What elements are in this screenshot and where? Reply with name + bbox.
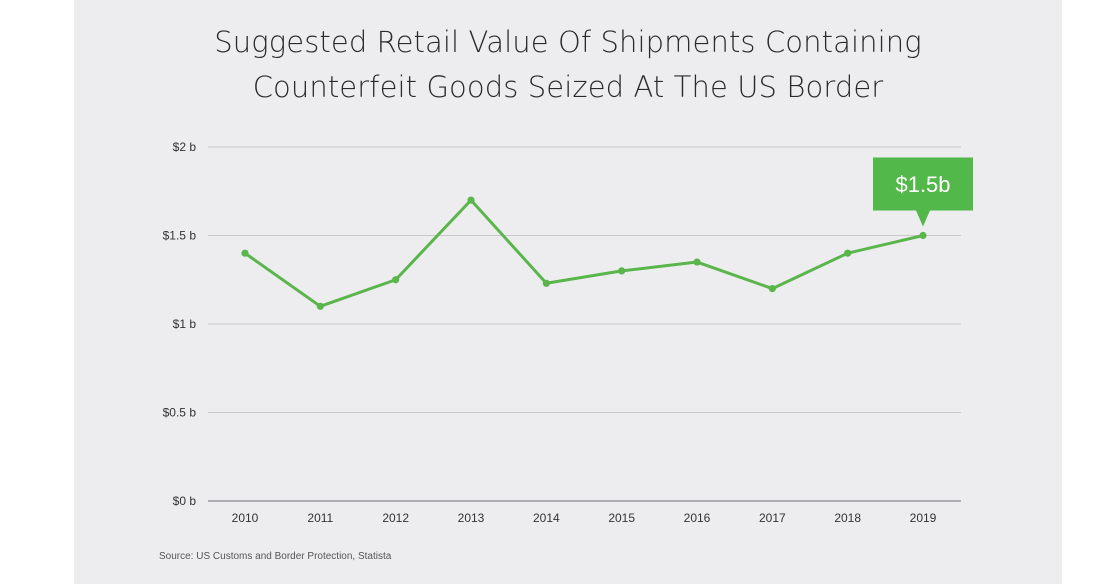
y-tick-label: $0.5 b (163, 406, 197, 420)
x-tick-label: 2010 (232, 511, 259, 525)
x-tick-label: 2016 (684, 511, 711, 525)
callout-box (873, 157, 973, 211)
data-point (844, 249, 852, 257)
y-tick-label: $1.5 b (163, 229, 197, 243)
x-tick-label: 2012 (382, 511, 409, 525)
chart-card (74, 0, 1062, 584)
source-note: Source: US Customs and Border Protection… (159, 551, 392, 562)
data-point (542, 279, 550, 287)
callout-label: $1.5b (895, 172, 950, 197)
data-point (316, 302, 324, 310)
data-point (467, 196, 475, 204)
data-point (693, 258, 701, 266)
data-point (618, 267, 626, 275)
x-tick-label: 2019 (910, 511, 937, 525)
x-tick-label: 2015 (608, 511, 635, 525)
chart-title-line-2: Counterfeit Goods Seized At The US Borde… (252, 70, 884, 104)
y-tick-label: $1 b (173, 317, 197, 331)
series-line (243, 198, 925, 308)
chart-title: Suggested Retail Value Of Shipments Cont… (74, 20, 1062, 110)
x-tick-label: 2011 (307, 511, 333, 525)
y-tick-label: $2 b (173, 140, 197, 154)
x-tick-label: 2018 (834, 511, 861, 525)
data-point (768, 285, 776, 293)
y-tick-label: $0 b (173, 494, 197, 508)
x-tick-label: 2013 (458, 511, 485, 525)
data-point (392, 276, 400, 284)
x-tick-label: 2014 (533, 511, 560, 525)
data-point (919, 231, 927, 240)
chart-title-line-1: Suggested Retail Value Of Shipments Cont… (214, 25, 922, 59)
callout-pointer (916, 210, 930, 227)
x-tick-label: 2017 (759, 511, 786, 525)
data-point (241, 249, 249, 257)
